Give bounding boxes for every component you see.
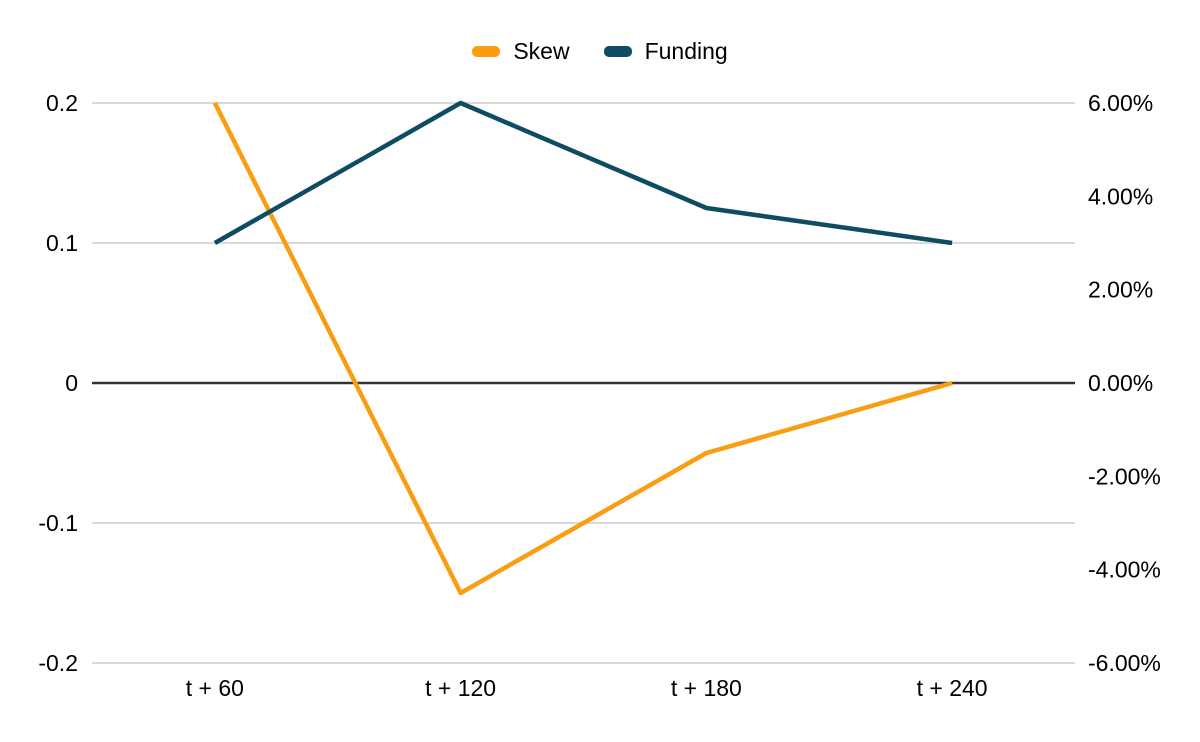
right-axis-tick-label: -6.00% <box>1088 650 1161 676</box>
left-axis-tick-label: 0.1 <box>46 230 78 256</box>
legend-item-skew[interactable]: Skew <box>472 37 570 64</box>
right-axis-tick-label: -4.00% <box>1088 557 1161 583</box>
series-line-skew <box>212 101 953 596</box>
right-axis-tick-label: 0.00% <box>1088 370 1153 396</box>
right-axis-tick-label: 4.00% <box>1088 183 1153 209</box>
legend-label-funding: Funding <box>644 37 728 64</box>
right-axis-tick-label: 2.00% <box>1088 277 1153 303</box>
series-line-funding <box>213 100 953 246</box>
funding-series-swatch <box>603 45 632 57</box>
x-axis-tick-label: t + 240 <box>917 675 988 701</box>
x-axis-tick-label: t + 60 <box>186 675 244 701</box>
x-axis-tick-label: t + 180 <box>671 675 742 701</box>
right-axis-tick-label: 6.00% <box>1088 90 1153 116</box>
legend-label-skew: Skew <box>513 37 570 64</box>
left-axis-tick-label: -0.2 <box>38 650 78 676</box>
left-axis-tick-label: 0.2 <box>46 90 78 116</box>
skew-series-swatch <box>472 45 501 57</box>
x-axis-tick-label: t + 120 <box>425 675 496 701</box>
legend-item-funding[interactable]: Funding <box>603 37 728 64</box>
right-axis-tick-label: -2.00% <box>1088 463 1161 489</box>
chart-legend: Skew Funding <box>0 37 1200 65</box>
left-axis-tick-label: -0.1 <box>38 510 78 536</box>
left-axis-tick-label: 0 <box>65 370 78 396</box>
